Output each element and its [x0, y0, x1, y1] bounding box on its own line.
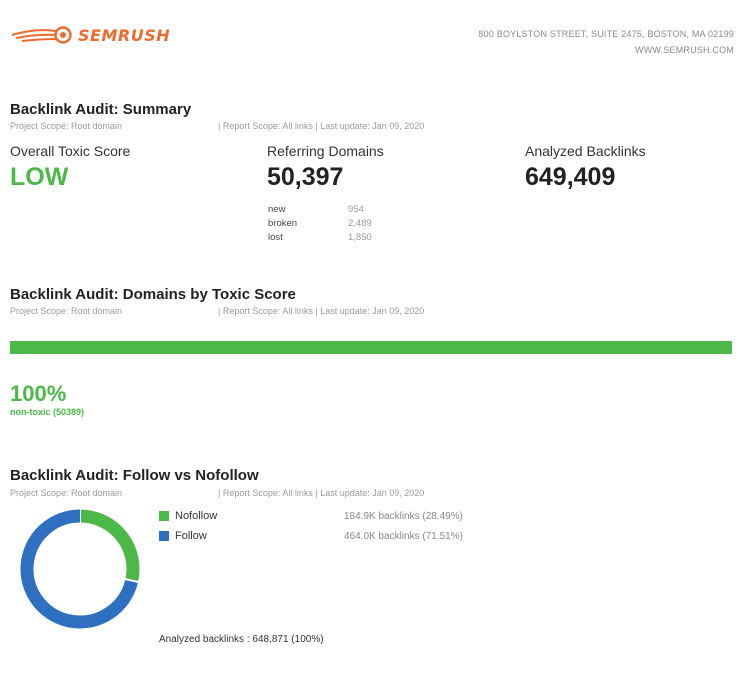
toxic-project-scope: Project Scope: Root domain [10, 306, 123, 316]
company-address: 800 BOYLSTON STREET, SUITE 2475, BOSTON,… [478, 26, 734, 58]
breakdown-label: broken [268, 217, 298, 229]
donut-slice-follow [20, 509, 139, 629]
referring-domains-label: Referring Domains [267, 143, 384, 159]
breakdown-value: 2,489 [348, 217, 372, 229]
breakdown-label: new [268, 203, 286, 215]
address-street: 800 BOYLSTON STREET, SUITE 2475, BOSTON,… [478, 29, 734, 39]
legend-swatch-follow [159, 531, 169, 541]
breakdown-label: lost [268, 231, 283, 243]
legend-swatch-nofollow [159, 511, 169, 521]
legend-value-nofollow: 184.9K backlinks (28.49%) [344, 511, 463, 522]
donut-slice-separator [124, 577, 140, 584]
referring-domains-value: 50,397 [267, 163, 344, 191]
follow-project-scope: Project Scope: Root domain [10, 488, 123, 498]
legend-item-follow: Follow [159, 530, 207, 542]
non-toxic-percent: 100% [10, 381, 67, 406]
toxic-report-scope: | Report Scope: All links | Last update:… [218, 306, 425, 316]
toxic-score-value: LOW [10, 163, 69, 191]
semrush-fireball-icon [11, 26, 72, 44]
breakdown-row-broken: broken 2,489 [268, 216, 372, 230]
analyzed-backlinks-value: 649,409 [525, 163, 616, 191]
summary-project-scope: Project Scope: Root domain [10, 121, 123, 131]
logo-wordmark: SEMRUSH [78, 25, 171, 45]
donut-slice-nofollow [79, 509, 140, 582]
referring-domains-breakdown: new 954 broken 2,489 lost 1,850 [268, 202, 372, 244]
breakdown-value: 1,850 [348, 231, 372, 243]
legend-item-nofollow: Nofollow [159, 510, 217, 522]
follow-section-title: Backlink Audit: Follow vs Nofollow [10, 467, 259, 484]
analyzed-backlinks-label: Analyzed Backlinks [525, 143, 646, 159]
breakdown-value: 954 [348, 203, 364, 215]
legend-value-follow: 464.0K backlinks (71.51%) [344, 531, 463, 542]
toxic-score-label: Overall Toxic Score [10, 143, 131, 159]
semrush-logo: SEMRUSH [10, 25, 170, 45]
non-toxic-caption: non-toxic (50389) [10, 407, 85, 417]
legend-label-nofollow: Nofollow [175, 510, 218, 522]
toxic-section-title: Backlink Audit: Domains by Toxic Score [10, 286, 296, 303]
address-website: WWW.SEMRUSH.COM [635, 45, 734, 55]
summary-report-scope: | Report Scope: All links | Last update:… [218, 121, 425, 131]
summary-title: Backlink Audit: Summary [10, 101, 192, 118]
legend-label-follow: Follow [175, 530, 207, 542]
follow-donut-chart [20, 509, 140, 629]
toxic-score-bar [10, 341, 732, 354]
breakdown-row-lost: lost 1,850 [268, 230, 372, 244]
analyzed-backlinks-total: Analyzed backlinks : 648,871 (100%) [159, 634, 324, 645]
follow-report-scope: | Report Scope: All links | Last update:… [218, 488, 425, 498]
breakdown-row-new: new 954 [268, 202, 372, 216]
